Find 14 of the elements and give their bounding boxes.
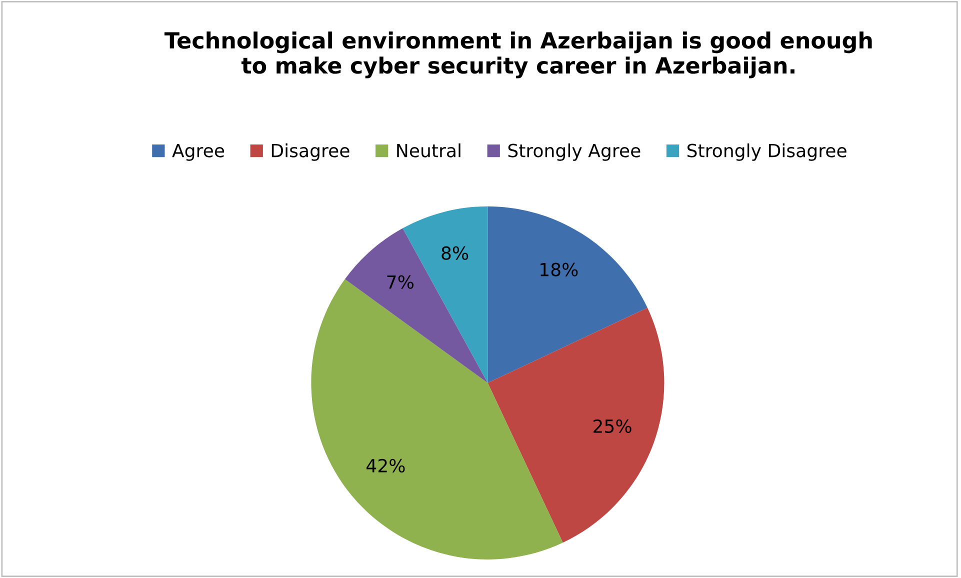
- legend-label: Strongly Agree: [508, 143, 640, 161]
- legend-label: Neutral: [397, 143, 460, 158]
- pie-slice: [344, 228, 488, 383]
- data-label: 25%: [594, 419, 632, 434]
- pie-slice: [488, 206, 648, 383]
- legend-label: Strongly Disagree: [687, 143, 846, 161]
- data-label: 7%: [387, 275, 414, 289]
- data-label: 8%: [442, 246, 468, 260]
- pie-slice: [488, 308, 664, 543]
- data-label: 18%: [540, 262, 578, 276]
- data-label: 42%: [366, 458, 405, 473]
- chart-title: Technological environment in Azerbaijan is good enough to make cyber security career in Azerbaijan.: [164, 32, 872, 78]
- legend-label: Agree: [172, 144, 224, 161]
- legend-label: Disagree: [272, 143, 350, 161]
